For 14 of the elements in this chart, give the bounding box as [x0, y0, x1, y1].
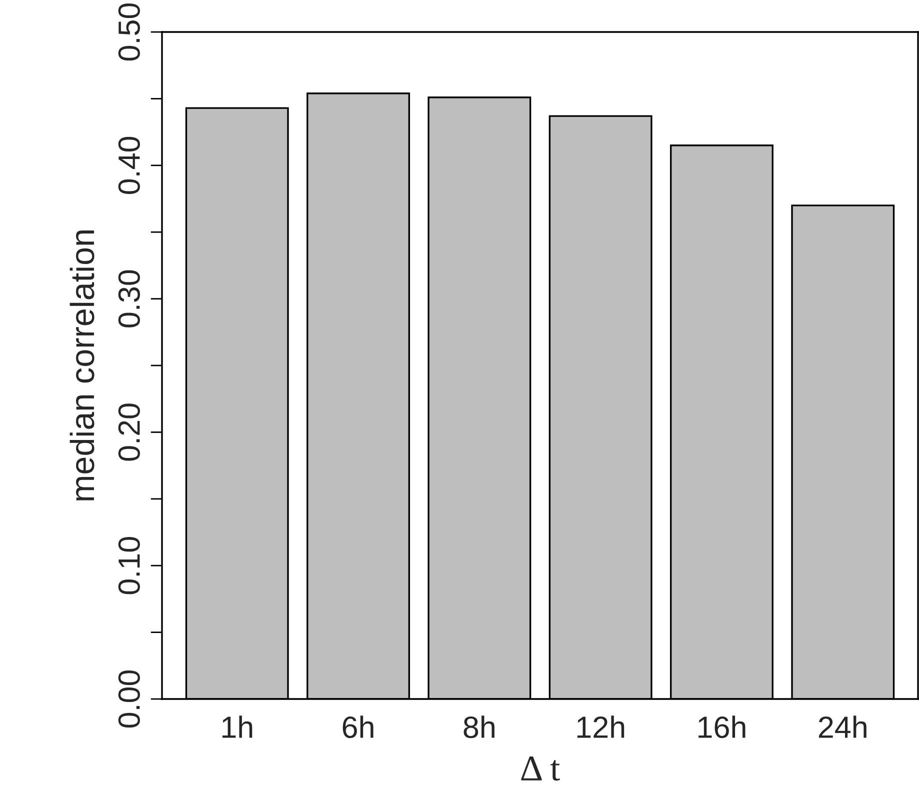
x-tick-label: 12h: [577, 716, 624, 738]
x-tick-label: 1h: [222, 716, 252, 738]
y-tick-label: 0.10: [118, 537, 140, 594]
y-tick-label: 0.40: [118, 136, 140, 194]
y-tick-label: 0.00: [118, 670, 140, 728]
x-tick-label: 24h: [818, 716, 866, 738]
x-axis-title: Δ t: [521, 756, 560, 781]
x-tick-label: 8h: [464, 716, 494, 738]
y-tick-label: 0.30: [118, 270, 140, 328]
x-tick-label: 6h: [342, 716, 374, 738]
y-axis-title: median correlation: [70, 230, 94, 500]
y-tick-label: 0.50: [118, 3, 140, 61]
y-tick-label: 0.20: [118, 404, 140, 461]
x-tick-label: 16h: [698, 716, 746, 738]
